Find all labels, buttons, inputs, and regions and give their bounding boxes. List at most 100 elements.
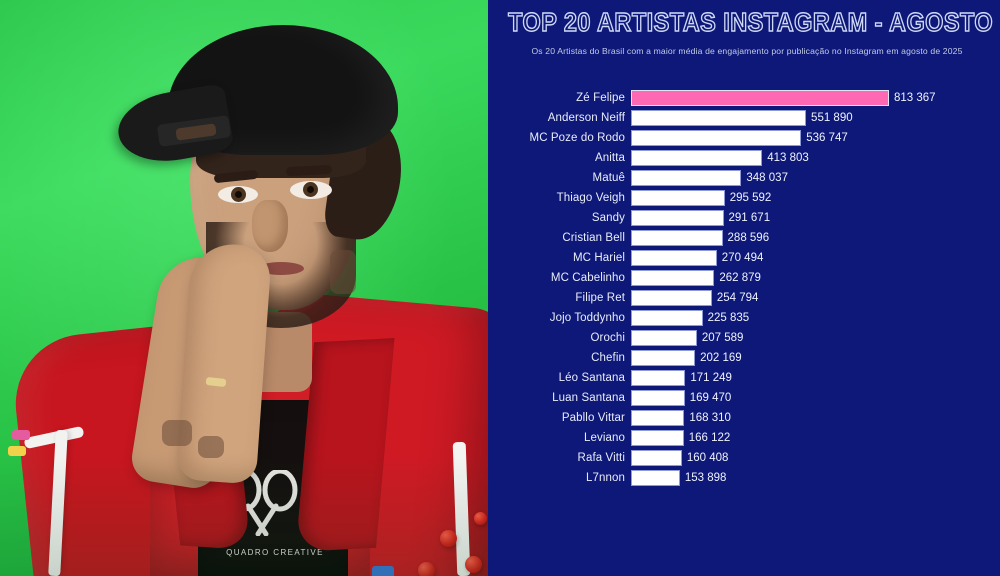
artist-name-label: Léo Santana [558, 372, 625, 384]
artist-name-label: Sandy [591, 212, 625, 224]
bar [631, 250, 717, 266]
bar [631, 410, 685, 426]
chart-row: Filipe Ret 254 794 [488, 288, 1000, 308]
chart-row: MC Poze do Rodo 536 747 [488, 128, 1000, 148]
chart-row: MC Cabelinho 262 879 [488, 268, 1000, 288]
photo-subject: QUADRO CREATIVE [0, 0, 488, 576]
prop-chip [372, 566, 394, 576]
artist-name-label: MC Hariel [572, 252, 625, 264]
bar [631, 430, 684, 446]
artist-name-label: Filipe Ret [575, 292, 625, 304]
chart-row: Jojo Toddynho 225 835 [488, 308, 1000, 328]
bar-container: 202 169 [631, 348, 1000, 368]
chart-row: Leviano 166 122 [488, 428, 1000, 448]
tattoo-hand-2 [198, 436, 224, 458]
chart-row: Chefin 202 169 [488, 348, 1000, 368]
chart-panel: TOP 20 ARTISTAS INSTAGRAM - AGOSTO Os 20… [488, 0, 1000, 576]
chart-row: Matuê 348 037 [488, 168, 1000, 188]
chart-row: Luan Santana 169 470 [488, 388, 1000, 408]
bar-value-label: 202 169 [700, 352, 742, 364]
chart-row: Zé Felipe 813 367 [488, 88, 1000, 108]
bar [631, 310, 703, 326]
bar-value-label: 207 589 [701, 332, 744, 344]
prop-ball [474, 512, 487, 525]
artist-name-label: L7nnon [586, 472, 625, 484]
mouth [258, 262, 304, 275]
bar-value-label: 813 367 [894, 92, 936, 104]
bar-chart-rows: Zé Felipe 813 367 Anderson Neiff 551 890 MC … [488, 88, 1000, 488]
artist-name-label: Luan Santana [552, 392, 625, 404]
chart-row: Sandy 291 671 [488, 208, 1000, 228]
bar-value-label: 166 122 [688, 432, 731, 444]
bar-value-label: 160 408 [686, 452, 729, 464]
bar-value-label: 153 898 [684, 472, 727, 484]
bar-value-label: 168 310 [689, 412, 731, 424]
artist-name-label: Leviano [584, 432, 625, 444]
bar-container: 551 890 [631, 108, 1000, 128]
chart-row: Orochi 207 589 [488, 328, 1000, 348]
tattoo-neck [330, 250, 356, 294]
bar [631, 390, 685, 406]
bar-container: 166 122 [631, 428, 1000, 448]
bar [631, 370, 686, 386]
artist-name-label: Anitta [594, 152, 625, 164]
bar-container: 348 037 [631, 168, 1000, 188]
prop-chip [12, 430, 30, 440]
prop-ball [418, 562, 435, 576]
bar [631, 470, 680, 486]
artist-name-label: Pabllo Vittar [561, 412, 625, 424]
chart-row: MC Hariel 270 494 [488, 248, 1000, 268]
bar-value-label: 169 470 [689, 392, 732, 404]
bar [631, 210, 724, 226]
bar [631, 230, 723, 246]
bar-container: 160 408 [631, 448, 1000, 468]
chart-row: Thiago Veigh 295 592 [488, 188, 1000, 208]
page-subtitle: Os 20 Artistas do Brasil com a maior méd… [531, 46, 963, 56]
bar-value-label: 288 596 [727, 232, 770, 244]
bar [631, 130, 802, 146]
bar [631, 330, 697, 346]
bar-value-label: 225 835 [707, 312, 750, 324]
eye-left [218, 186, 258, 203]
bar [631, 450, 682, 466]
bar-value-label: 270 494 [721, 252, 764, 264]
bar-value-label: 254 794 [716, 292, 759, 304]
bar-container: 291 671 [631, 208, 1000, 228]
artist-name-label: MC Poze do Rodo [529, 132, 625, 144]
prop-ball [440, 530, 457, 547]
praying-hands [128, 230, 278, 520]
bar-container: 207 589 [631, 328, 1000, 348]
chart-row: Léo Santana 171 249 [488, 368, 1000, 388]
bar-container: 254 794 [631, 288, 1000, 308]
bar [631, 150, 763, 166]
bar-container: 270 494 [631, 248, 1000, 268]
artist-name-label: Orochi [590, 332, 625, 344]
artist-name-label: MC Cabelinho [550, 272, 625, 284]
chart-row: Anitta 413 803 [488, 148, 1000, 168]
prop-ball [465, 556, 482, 573]
eye-right [290, 181, 332, 199]
artist-photo: QUADRO CREATIVE [0, 0, 488, 576]
artist-name-label: Matuê [592, 172, 625, 184]
artist-name-label: Zé Felipe [576, 92, 625, 104]
bar [631, 350, 696, 366]
bar-container: 262 879 [631, 268, 1000, 288]
bar-value-label: 348 037 [746, 172, 788, 184]
chart-row: Cristian Bell 288 596 [488, 228, 1000, 248]
bar-value-label: 536 747 [806, 132, 848, 144]
bar-value-label: 262 879 [719, 272, 761, 284]
bar-container: 813 367 [631, 88, 1000, 108]
bar-value-label: 295 592 [729, 192, 772, 204]
prop-chip [8, 446, 26, 456]
page-title: TOP 20 ARTISTAS INSTAGRAM - AGOSTO [508, 8, 994, 37]
bar-value-label: 291 671 [728, 212, 771, 224]
bar [631, 90, 889, 106]
artist-name-label: Cristian Bell [562, 232, 625, 244]
bar-container: 295 592 [631, 188, 1000, 208]
floor-shadow [0, 456, 488, 576]
bar [631, 290, 712, 306]
bar [631, 110, 807, 126]
tattoo-hand [162, 420, 192, 446]
bar-container: 171 249 [631, 368, 1000, 388]
